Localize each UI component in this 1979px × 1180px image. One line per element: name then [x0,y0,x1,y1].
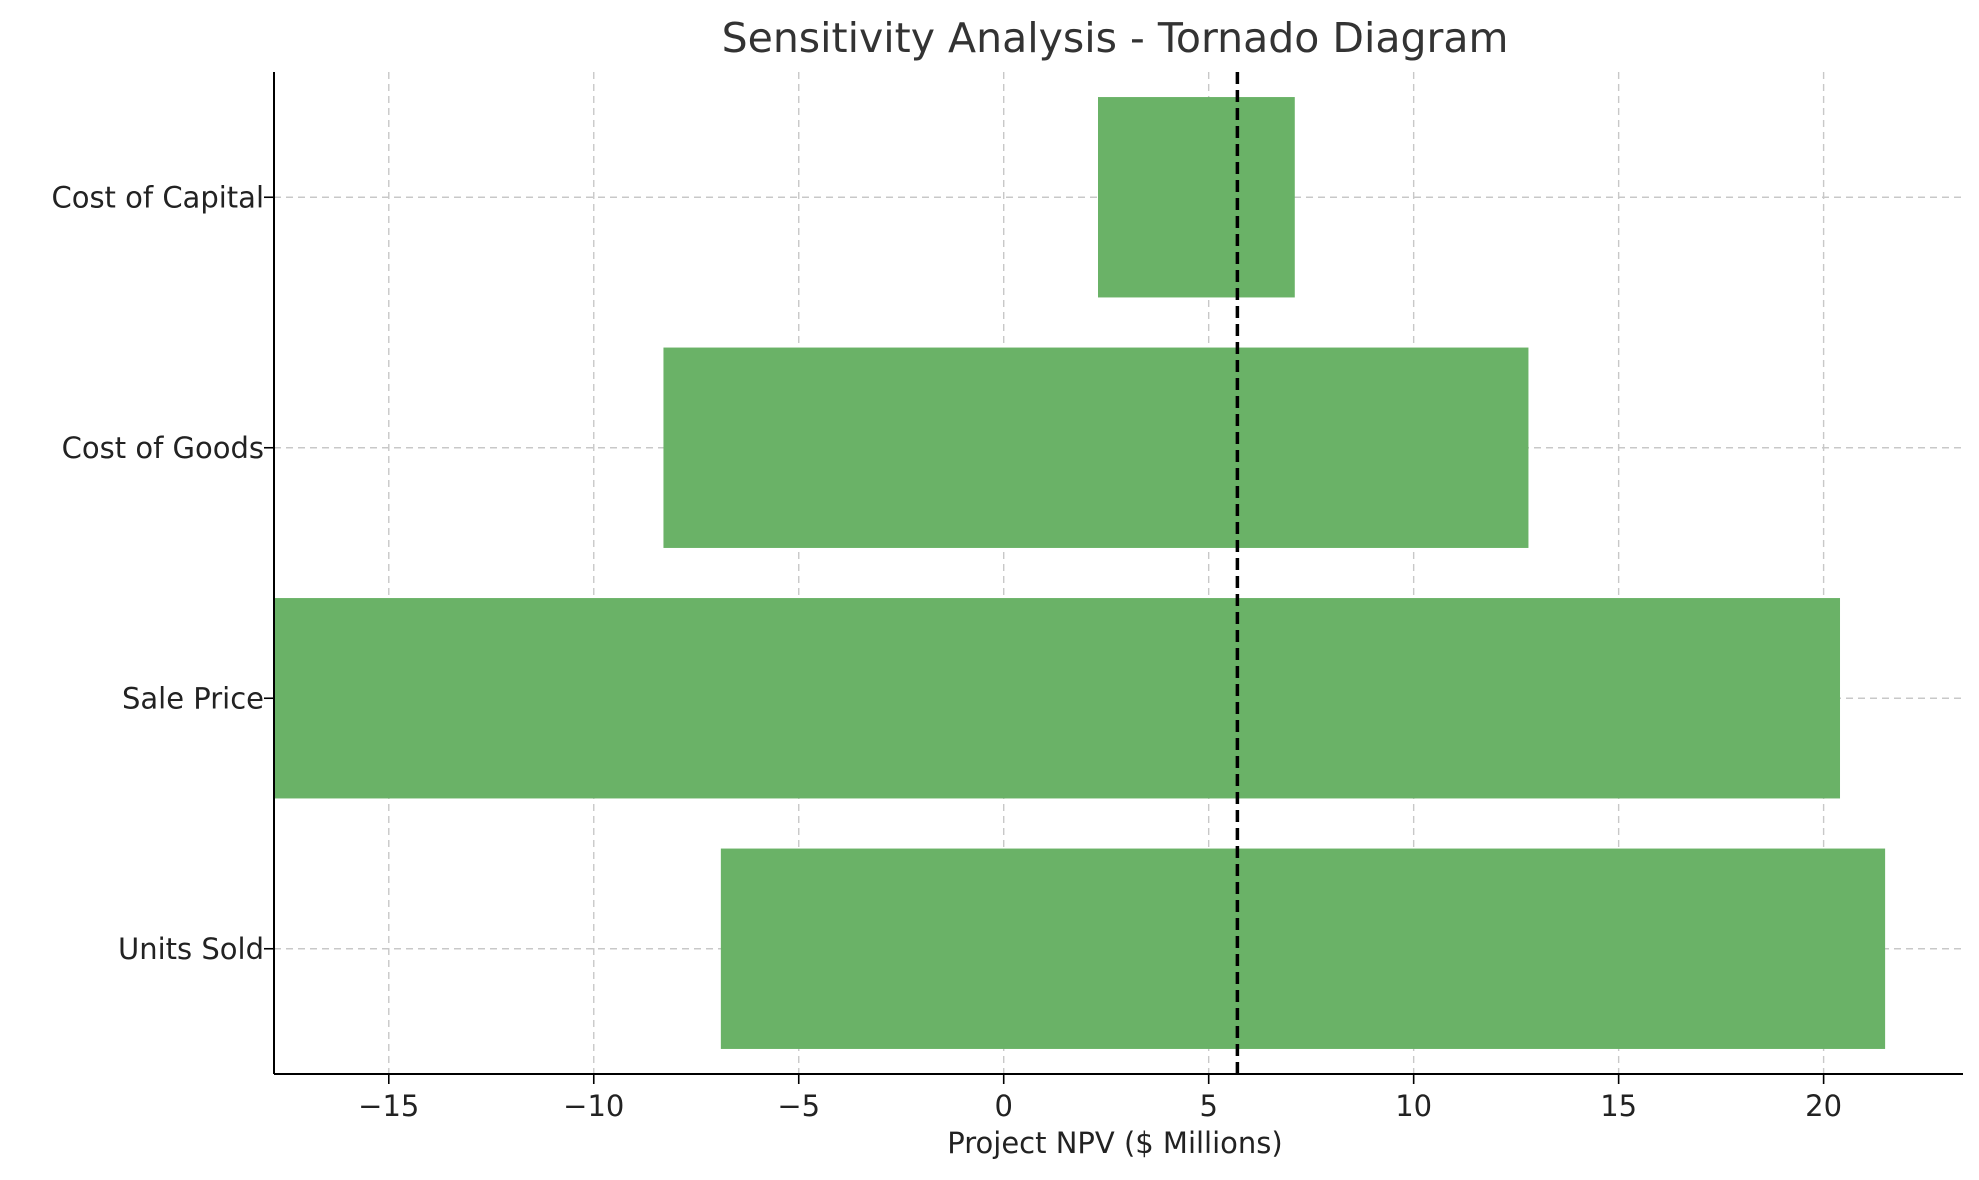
bar-sale-price [274,598,1841,799]
x-ticks: −15 −10 −5 0 5 10 15 20 [358,1074,1842,1123]
bar-units-sold [720,848,1886,1049]
y-ticks: Units Sold Sale Price Cost of Goods Cost of… [51,180,274,966]
x-axis-label: Project NPV ($ Millions) [947,1126,1282,1160]
x-tick-label: −15 [358,1089,419,1123]
y-tick-label: Units Sold [118,932,264,966]
x-tick-label: 10 [1395,1089,1432,1123]
bars [274,97,1886,1049]
x-tick-label: 0 [994,1089,1012,1123]
x-tick-label: 20 [1805,1089,1842,1123]
y-tick-label: Cost of Goods [62,431,264,465]
x-tick-label: −5 [777,1089,820,1123]
y-tick-label: Cost of Capital [51,180,264,214]
axes [273,72,1963,1075]
bar-cost-of-capital [1098,97,1295,298]
x-tick-label: −10 [563,1089,624,1123]
x-tick-label: 5 [1199,1089,1217,1123]
bar-cost-of-goods [663,347,1529,548]
chart-title: Sensitivity Analysis - Tornado Diagram [722,14,1509,62]
x-tick-label: 15 [1600,1089,1637,1123]
y-tick-label: Sale Price [122,681,264,715]
